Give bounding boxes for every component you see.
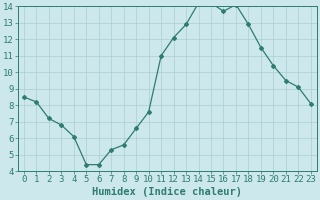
X-axis label: Humidex (Indice chaleur): Humidex (Indice chaleur) — [92, 187, 242, 197]
